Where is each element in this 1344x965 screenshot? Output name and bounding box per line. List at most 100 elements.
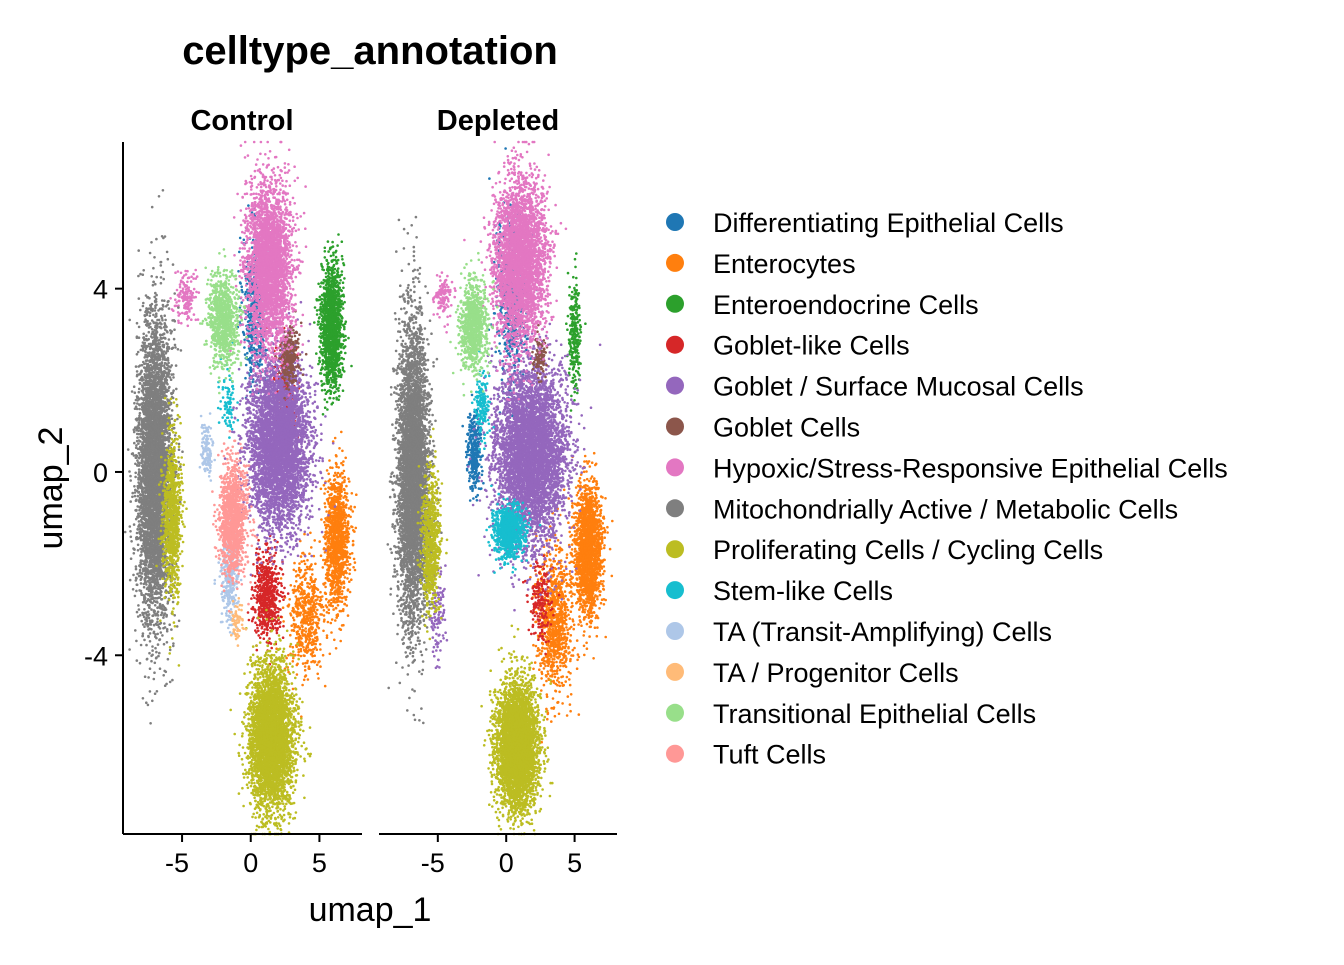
point: [252, 346, 256, 350]
point: [322, 483, 326, 487]
point: [281, 636, 285, 639]
point: [258, 594, 262, 598]
point: [256, 566, 260, 569]
point: [350, 578, 353, 581]
point: [344, 516, 348, 519]
point: [296, 607, 300, 611]
point: [272, 594, 276, 598]
point: [332, 368, 336, 372]
point: [262, 631, 266, 634]
point: [325, 282, 329, 286]
point: [292, 591, 295, 595]
point: [328, 283, 332, 287]
point: [318, 308, 321, 312]
point: [320, 389, 324, 392]
point: [332, 501, 336, 505]
point: [250, 586, 254, 589]
point: [336, 551, 339, 555]
point: [338, 313, 341, 317]
point: [317, 618, 321, 622]
point: [237, 270, 240, 273]
point: [250, 345, 253, 348]
point: [251, 594, 255, 597]
point: [344, 513, 348, 517]
point: [354, 526, 358, 530]
point: [257, 538, 260, 542]
point: [328, 554, 332, 557]
point: [330, 520, 334, 523]
point: [349, 508, 353, 511]
point: [341, 368, 345, 372]
point: [322, 629, 325, 633]
point: [328, 459, 331, 462]
point: [283, 586, 286, 590]
point: [278, 625, 282, 628]
point: [323, 388, 327, 392]
point: [304, 627, 308, 630]
point: [334, 249, 338, 253]
point: [348, 572, 351, 576]
point: [327, 577, 331, 581]
point: [314, 642, 318, 646]
point: [316, 608, 319, 612]
point: [292, 607, 295, 611]
point: [332, 305, 336, 308]
point: [248, 334, 251, 338]
point: [301, 628, 304, 632]
point: [294, 636, 298, 640]
point: [307, 612, 311, 615]
point: [295, 663, 299, 667]
point: [336, 374, 339, 378]
point: [311, 612, 314, 616]
point: [322, 336, 326, 340]
point: [339, 542, 343, 545]
point: [320, 379, 323, 383]
point: [331, 571, 334, 574]
point: [321, 305, 325, 308]
point: [333, 496, 337, 499]
point: [262, 611, 265, 614]
point: [332, 329, 336, 333]
point: [244, 363, 248, 367]
point: [333, 371, 337, 375]
point: [330, 272, 334, 275]
point: [326, 278, 330, 282]
point: [329, 466, 332, 469]
point: [315, 663, 319, 667]
point: [260, 363, 264, 366]
point: [307, 592, 310, 595]
point: [303, 665, 307, 668]
point: [328, 317, 332, 321]
point: [320, 348, 323, 351]
point: [322, 347, 326, 351]
point: [306, 582, 310, 585]
point: [280, 533, 283, 537]
point: [326, 291, 329, 295]
point: [308, 638, 311, 642]
point: [264, 367, 268, 370]
point: [327, 325, 331, 329]
point: [303, 562, 307, 566]
point: [259, 579, 263, 582]
point: [319, 554, 323, 557]
point: [273, 608, 277, 611]
point: [344, 320, 348, 324]
point: [304, 674, 308, 677]
point: [264, 569, 267, 572]
point: [324, 299, 327, 302]
point: [338, 363, 341, 366]
point: [344, 338, 347, 342]
point: [353, 561, 357, 564]
point: [351, 543, 355, 547]
point: [335, 300, 339, 304]
point: [272, 611, 276, 615]
point: [328, 311, 332, 315]
point: [325, 526, 328, 529]
point: [257, 606, 261, 609]
point: [330, 536, 334, 539]
point: [289, 584, 293, 587]
point: [322, 278, 326, 282]
point: [334, 531, 337, 534]
point: [313, 583, 316, 587]
point: [250, 361, 253, 364]
